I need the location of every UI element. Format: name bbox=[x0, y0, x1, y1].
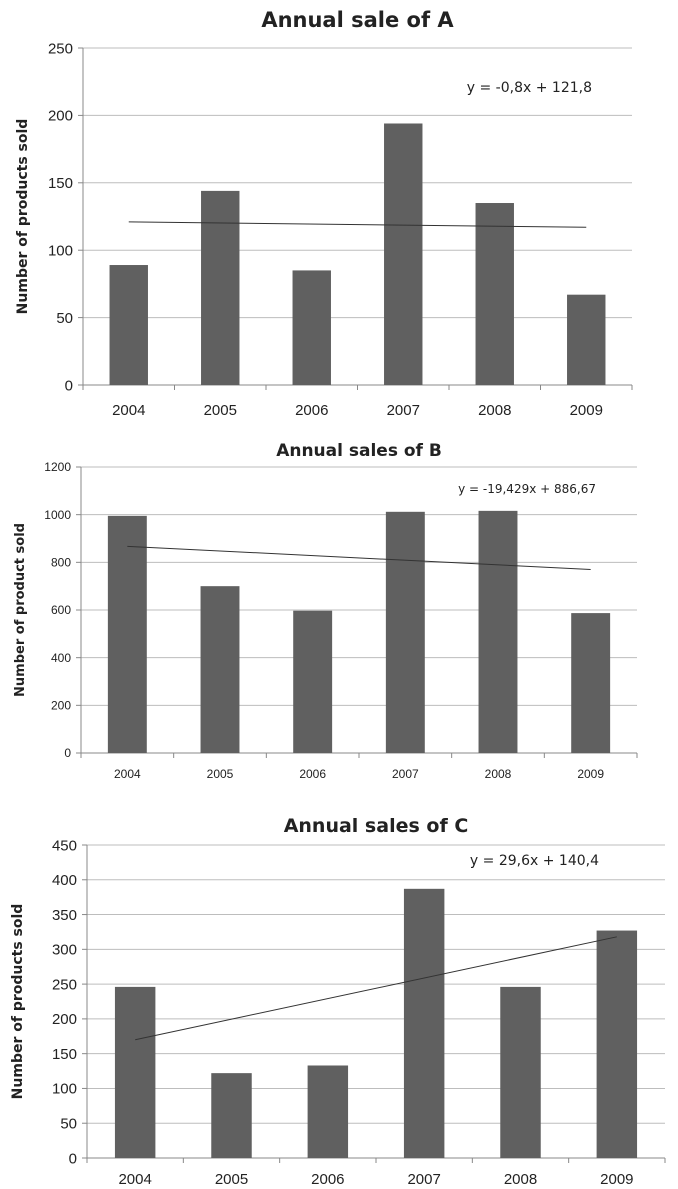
y-axis-label: Number of products sold bbox=[15, 119, 31, 315]
y-tick-label: 0 bbox=[64, 746, 71, 760]
x-tick-label: 2007 bbox=[407, 1171, 440, 1188]
y-tick-label: 200 bbox=[51, 699, 71, 713]
y-tick-label: 400 bbox=[51, 651, 71, 665]
y-tick-label: 100 bbox=[52, 1081, 77, 1098]
y-tick-label: 0 bbox=[69, 1150, 77, 1167]
bar-2005 bbox=[201, 190, 240, 385]
y-tick-label: 800 bbox=[51, 556, 71, 570]
chart-title: Annual sales of C bbox=[284, 815, 469, 837]
x-tick-label: 2006 bbox=[311, 1171, 344, 1188]
bar-2004 bbox=[107, 515, 147, 753]
trend-equation: y = 29,6x + 140,4 bbox=[470, 853, 599, 869]
x-tick-label: 2008 bbox=[478, 402, 511, 419]
bar-2004 bbox=[114, 986, 156, 1158]
x-tick-label: 2005 bbox=[215, 1171, 248, 1188]
bar-2005 bbox=[211, 1073, 252, 1158]
y-axis-label: Number of product sold bbox=[13, 523, 28, 697]
y-tick-label: 250 bbox=[52, 976, 77, 993]
y-tick-label: 50 bbox=[60, 1115, 77, 1132]
trendline bbox=[127, 545, 591, 570]
y-tick-label: 1000 bbox=[44, 508, 71, 522]
y-tick-label: 350 bbox=[52, 907, 77, 924]
bar-2009 bbox=[571, 613, 611, 753]
y-tick-label: 100 bbox=[48, 242, 73, 259]
trendline bbox=[128, 221, 587, 228]
trend-equation: y = -19,429x + 886,67 bbox=[458, 482, 596, 496]
x-tick-label: 2009 bbox=[600, 1171, 633, 1188]
bar-2009 bbox=[567, 294, 606, 385]
trendline bbox=[135, 936, 617, 1041]
x-tick-label: 2004 bbox=[114, 767, 141, 781]
x-tick-label: 2005 bbox=[204, 402, 237, 419]
y-tick-label: 50 bbox=[56, 310, 73, 327]
y-tick-label: 200 bbox=[52, 1011, 77, 1028]
bar-2007 bbox=[385, 511, 425, 753]
bar-2006 bbox=[307, 1065, 349, 1158]
bar-2008 bbox=[475, 203, 514, 385]
x-tick-label: 2004 bbox=[118, 1171, 151, 1188]
x-tick-label: 2007 bbox=[392, 767, 419, 781]
x-tick-label: 2006 bbox=[299, 767, 326, 781]
y-tick-label: 0 bbox=[65, 377, 73, 394]
bar-2006 bbox=[292, 270, 331, 385]
y-tick-label: 250 bbox=[48, 40, 73, 57]
y-tick-label: 150 bbox=[52, 1046, 77, 1063]
chart-2: Annual sales of B 0 200 400 600 800 1000 1200 20… bbox=[13, 441, 638, 781]
bar-2006 bbox=[293, 610, 333, 753]
y-tick-label: 600 bbox=[51, 603, 71, 617]
y-tick-label: 200 bbox=[48, 108, 73, 125]
trend-equation: y = -0,8x + 121,8 bbox=[467, 80, 592, 96]
x-tick-label: 2004 bbox=[112, 402, 145, 419]
y-tick-label: 400 bbox=[52, 872, 77, 889]
x-tick-label: 2008 bbox=[504, 1171, 537, 1188]
chart-1: Annual sale of A 0 50 100 150 200 250 2004 2005 2… bbox=[15, 8, 633, 419]
x-tick-label: 2009 bbox=[570, 402, 603, 419]
bar-2007 bbox=[403, 888, 445, 1158]
y-axis-label: Number of products sold bbox=[10, 904, 26, 1100]
y-tick-label: 450 bbox=[52, 837, 77, 854]
bar-2008 bbox=[500, 986, 541, 1158]
bar-2008 bbox=[478, 510, 518, 753]
x-tick-label: 2005 bbox=[207, 767, 234, 781]
x-tick-label: 2007 bbox=[387, 402, 420, 419]
chart-title: Annual sales of B bbox=[276, 441, 442, 461]
x-tick-label: 2009 bbox=[577, 767, 604, 781]
chart-3: Annual sales of C 0 50 100 150 200 250 300 350 40… bbox=[10, 815, 666, 1188]
y-tick-label: 150 bbox=[48, 175, 73, 192]
bar-2007 bbox=[384, 123, 423, 385]
bar-2009 bbox=[596, 930, 638, 1158]
x-tick-label: 2008 bbox=[485, 767, 512, 781]
x-tick-label: 2006 bbox=[295, 402, 328, 419]
y-tick-label: 300 bbox=[52, 942, 77, 959]
bar-2005 bbox=[200, 586, 240, 753]
chart-title: Annual sale of A bbox=[261, 8, 454, 32]
bar-2004 bbox=[109, 265, 148, 385]
y-tick-label: 1200 bbox=[44, 460, 71, 474]
